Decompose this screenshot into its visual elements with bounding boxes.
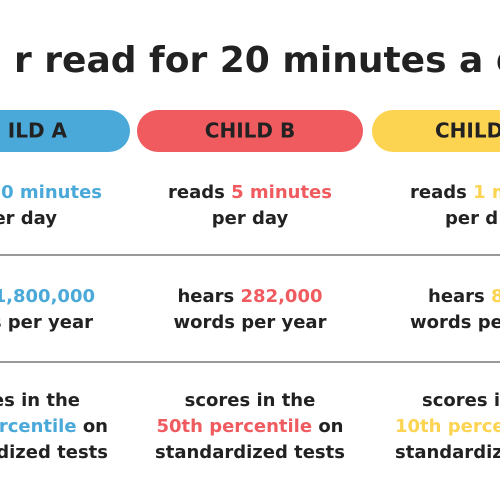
- line-text: 50th percentile on: [156, 416, 343, 437]
- highlight-text: 8: [491, 286, 500, 307]
- pill: [137, 110, 363, 152]
- line-text: s per year: [0, 312, 93, 333]
- line-text: per d: [445, 208, 498, 229]
- line-text: standardiz: [395, 442, 500, 463]
- highlight-text: 50th percentile: [156, 416, 312, 437]
- segment-text: er day: [0, 208, 57, 229]
- segment-text: standardiz: [395, 442, 500, 463]
- segment-text: s per year: [0, 312, 93, 333]
- highlight-text: ercentile: [0, 416, 77, 437]
- line-text: per day: [212, 208, 289, 229]
- line-text: reads 1 m: [410, 182, 500, 203]
- pill-label: CHILD B: [205, 119, 295, 143]
- line-text: standardized tests: [155, 442, 345, 463]
- pill: [372, 110, 500, 152]
- pill-label: CHILD: [435, 119, 500, 143]
- segment-text: on: [312, 416, 343, 437]
- line-text: ercentile on: [0, 416, 108, 437]
- segment-text: scores in the: [185, 390, 316, 411]
- line-text: hears 282,000: [177, 286, 322, 307]
- highlight-text: 10th perce: [395, 416, 500, 437]
- highlight-text: 20 minutes: [0, 182, 102, 203]
- segment-text: scores i: [422, 390, 500, 411]
- line-text: reads 5 minutes: [168, 182, 332, 203]
- line-text: hears 8: [428, 286, 500, 307]
- line-text: 1,800,000: [0, 286, 95, 307]
- highlight-text: 1,800,000: [0, 286, 95, 307]
- segment-text: standardized tests: [155, 442, 345, 463]
- segment-text: hears: [177, 286, 240, 307]
- title: r read for 20 minutes a d: [14, 40, 500, 81]
- highlight-text: 282,000: [241, 286, 323, 307]
- segment-text: es in the: [0, 390, 80, 411]
- line-text: 20 minutes: [0, 182, 102, 203]
- line-text: words per year: [174, 312, 327, 333]
- segment-text: rdized tests: [0, 442, 108, 463]
- segment-text: reads: [410, 182, 473, 203]
- segment-text: on: [77, 416, 108, 437]
- segment-text: words pe: [410, 312, 500, 333]
- segment-text: words per year: [174, 312, 327, 333]
- pill-label: ILD A: [8, 119, 68, 143]
- line-text: words pe: [410, 312, 500, 333]
- line-text: er day: [0, 208, 57, 229]
- highlight-text: 1 m: [473, 182, 500, 203]
- segment-text: hears: [428, 286, 491, 307]
- line-text: es in the: [0, 390, 80, 411]
- line-text: 10th perce: [395, 416, 500, 437]
- line-text: scores in the: [185, 390, 316, 411]
- line-text: scores i: [422, 390, 500, 411]
- segment-text: per d: [445, 208, 498, 229]
- highlight-text: 5 minutes: [231, 182, 332, 203]
- pill: [0, 110, 130, 152]
- line-text: rdized tests: [0, 442, 108, 463]
- segment-text: reads: [168, 182, 231, 203]
- segment-text: per day: [212, 208, 289, 229]
